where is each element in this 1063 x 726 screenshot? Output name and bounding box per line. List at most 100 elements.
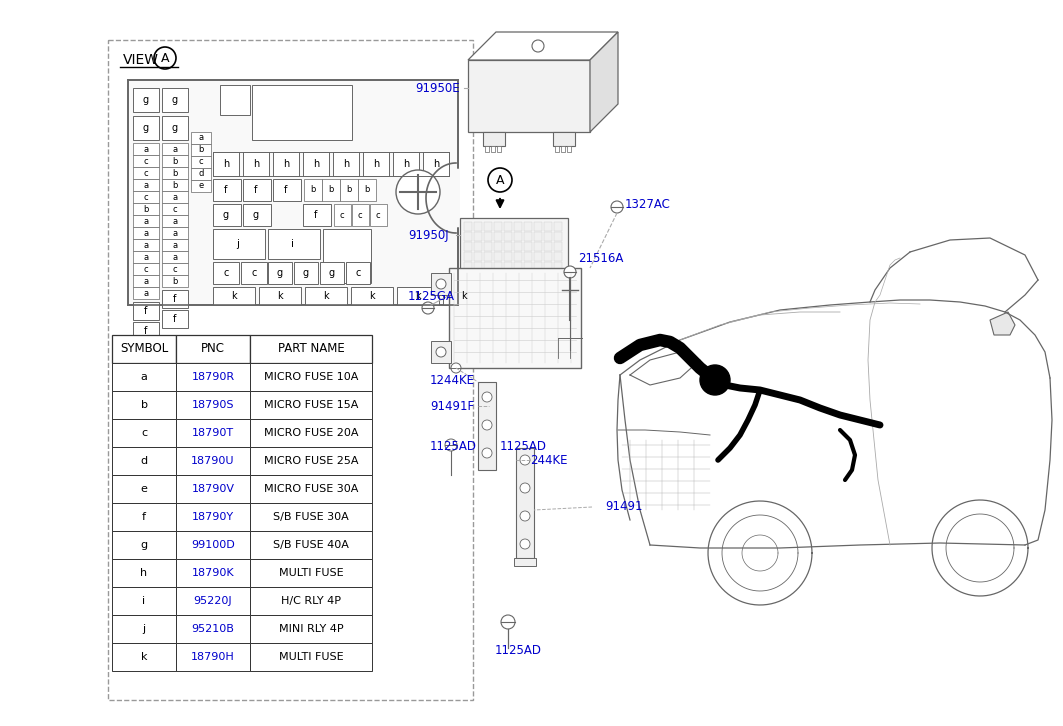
Bar (443, 287, 485, 305)
Bar (544, 242, 552, 251)
Bar (133, 322, 159, 340)
Bar (485, 146, 489, 152)
Bar (351, 287, 393, 305)
Text: f: f (173, 294, 176, 304)
Text: 18790S: 18790S (191, 400, 234, 410)
Bar (553, 132, 575, 146)
Bar (176, 475, 250, 503)
Text: g: g (303, 268, 309, 278)
Bar (191, 144, 210, 156)
Bar (554, 242, 562, 251)
Bar (474, 222, 482, 231)
Bar (431, 341, 451, 363)
Text: MULTI FUSE: MULTI FUSE (279, 568, 343, 578)
Bar (250, 419, 372, 447)
Text: c: c (340, 211, 344, 219)
Polygon shape (468, 32, 618, 60)
Bar (176, 615, 250, 643)
Bar (494, 252, 502, 261)
Text: b: b (172, 157, 178, 166)
Bar (304, 179, 322, 201)
Text: b: b (172, 181, 178, 189)
Circle shape (422, 302, 434, 314)
Bar (491, 146, 495, 152)
Text: 18790T: 18790T (192, 428, 234, 438)
Text: a: a (144, 216, 149, 226)
Bar (465, 232, 472, 241)
Bar (176, 587, 250, 615)
Text: 91950J: 91950J (408, 229, 449, 242)
Text: b: b (310, 186, 316, 195)
Bar (162, 251, 188, 263)
Text: h: h (283, 159, 289, 169)
Bar (243, 179, 271, 201)
Bar (162, 215, 188, 227)
Text: k: k (323, 291, 328, 301)
Bar (273, 152, 299, 176)
Bar (112, 419, 176, 447)
Bar (176, 559, 250, 587)
Bar (213, 179, 241, 201)
Text: g: g (223, 210, 229, 220)
Text: a: a (172, 229, 178, 237)
Text: 244KE: 244KE (530, 454, 568, 467)
Bar (516, 448, 534, 558)
Text: 18790V: 18790V (191, 484, 235, 494)
Bar (362, 152, 389, 176)
Text: f: f (173, 314, 176, 324)
Circle shape (451, 363, 461, 373)
Bar (176, 391, 250, 419)
Text: MICRO FUSE 10A: MICRO FUSE 10A (264, 372, 358, 382)
Text: j: j (142, 624, 146, 634)
Bar (544, 222, 552, 231)
Text: b: b (365, 186, 370, 195)
Text: a: a (172, 240, 178, 250)
Bar (474, 242, 482, 251)
Text: a: a (172, 192, 178, 202)
Bar (305, 287, 347, 305)
Bar (524, 252, 532, 261)
Bar (128, 80, 458, 305)
Text: a: a (144, 229, 149, 237)
Bar (322, 179, 340, 201)
Circle shape (482, 448, 492, 458)
Text: c: c (144, 264, 149, 274)
Text: c: c (141, 428, 147, 438)
Bar (259, 287, 301, 305)
Bar (396, 287, 439, 305)
Text: 1125AD: 1125AD (431, 441, 477, 454)
Bar (484, 252, 492, 261)
Text: c: c (355, 268, 360, 278)
Text: d: d (199, 169, 204, 179)
Bar (534, 232, 542, 241)
Text: f: f (284, 185, 288, 195)
Text: 95220J: 95220J (193, 596, 233, 606)
Text: f: f (315, 210, 318, 220)
Bar (133, 143, 159, 155)
Circle shape (501, 615, 514, 629)
Bar (273, 179, 301, 201)
Polygon shape (990, 312, 1015, 335)
Bar (323, 229, 371, 283)
Bar (133, 227, 159, 239)
Bar (250, 363, 372, 391)
Text: c: c (144, 168, 149, 177)
Text: MICRO FUSE 25A: MICRO FUSE 25A (264, 456, 358, 466)
Text: A: A (161, 52, 169, 65)
Bar (133, 179, 159, 191)
Bar (554, 222, 562, 231)
Bar (176, 363, 250, 391)
Text: c: c (144, 192, 149, 202)
Text: k: k (231, 291, 237, 301)
Text: 18790R: 18790R (191, 372, 235, 382)
Text: k: k (277, 291, 283, 301)
Bar (213, 262, 239, 284)
Bar (524, 262, 532, 271)
Bar (494, 222, 502, 231)
Bar (544, 232, 552, 241)
Bar (555, 146, 559, 152)
Bar (370, 204, 387, 226)
Bar (423, 152, 449, 176)
Bar (554, 262, 562, 271)
Bar (352, 204, 369, 226)
